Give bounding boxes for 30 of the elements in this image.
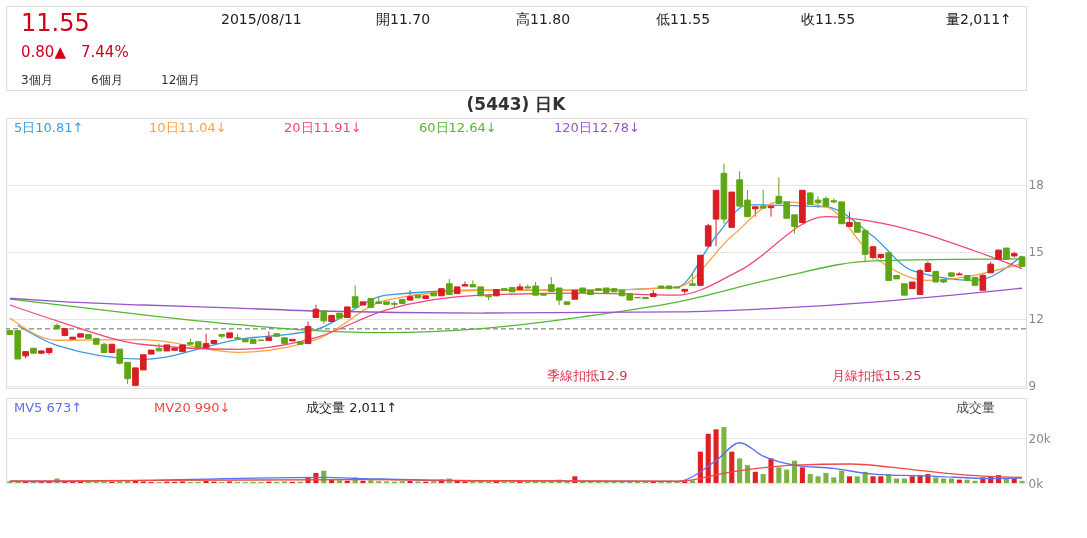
text: MV5 673↑: [14, 400, 83, 415]
y-tick-label: 18: [1028, 178, 1044, 193]
text: 2015/08/11: [221, 11, 302, 27]
text: 0.80▲: [21, 43, 67, 61]
text: 開11.70: [376, 11, 431, 27]
text: 7.44%: [81, 43, 129, 61]
text: 5日10.81↑: [14, 120, 84, 135]
text: 60日12.64↓: [419, 120, 497, 135]
text: 12個月: [161, 73, 201, 87]
text: 20日11.91↓: [284, 120, 362, 135]
text: 高11.80: [516, 11, 571, 27]
text: 低11.55: [656, 11, 711, 27]
y-tick-label: 20k: [1028, 431, 1051, 446]
text: 6個月: [91, 73, 123, 87]
annotation: 月線扣抵15.25: [832, 368, 922, 383]
y-tick-label: 12: [1028, 312, 1044, 327]
text: 10日11.04↓: [149, 120, 227, 135]
y-tick-label: 15: [1028, 245, 1044, 260]
y-tick-label: 9: [1028, 379, 1037, 394]
text: 3個月: [21, 73, 53, 87]
chart-title: (5443) 日K: [466, 94, 567, 114]
y-axis-title: 成交量: [956, 400, 995, 415]
y-tick-label: 0k: [1028, 476, 1044, 491]
text: 120日12.78↓: [554, 120, 640, 135]
text: 收11.55: [801, 11, 856, 27]
annotation: 季線扣抵12.9: [546, 368, 628, 383]
text: MV20 990↓: [154, 400, 231, 415]
text: 量2,011↑: [946, 11, 1012, 27]
text: 11.55: [21, 9, 90, 37]
annotation: 成交量 2,011↑: [306, 400, 398, 415]
